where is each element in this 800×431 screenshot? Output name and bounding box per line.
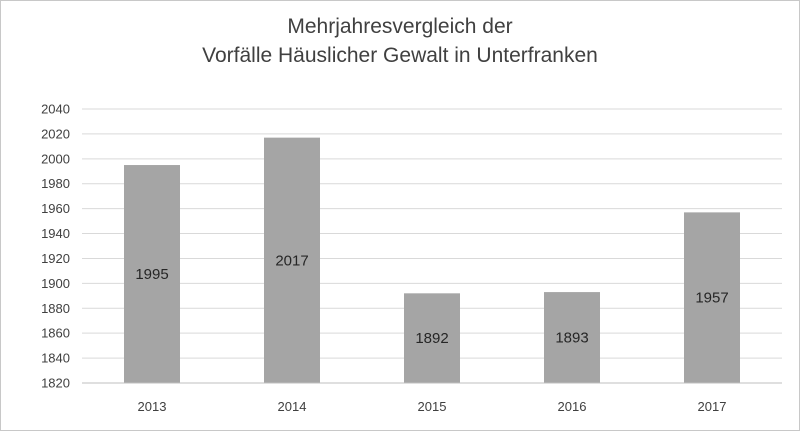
- chart-title-line-1: Mehrjahresvergleich der: [287, 15, 513, 38]
- bar-2016: [544, 292, 600, 383]
- y-tick-label: 1860: [41, 326, 70, 341]
- x-tick-label: 2016: [558, 399, 587, 414]
- data-label: 1995: [135, 266, 168, 283]
- y-tick-label: 1900: [41, 276, 70, 291]
- bars: [124, 137, 740, 383]
- x-tick-label: 2013: [138, 399, 167, 414]
- y-tick-label: 1980: [41, 176, 70, 191]
- y-tick-label: 2040: [41, 102, 70, 117]
- y-tick-label: 1840: [41, 351, 70, 366]
- bar-2013: [124, 165, 180, 383]
- data-labels: 1995 2017 1892 1893 1957: [135, 252, 728, 347]
- bar-2014: [264, 137, 320, 383]
- x-tick-label: 2017: [698, 399, 727, 414]
- x-axis-ticks: 2013 2014 2015 2016 2017: [138, 399, 727, 414]
- bar-2015: [404, 293, 460, 383]
- data-label: 1893: [555, 330, 588, 347]
- data-label: 1892: [415, 330, 448, 347]
- y-axis-ticks: 1820 1840 1860 1880 1900 1920 1940 1960 1980 2000…: [41, 102, 70, 391]
- y-tick-label: 2000: [41, 151, 70, 166]
- chart-title-line-2: Vorfälle Häuslicher Gewalt in Unterfrank…: [202, 44, 598, 67]
- y-tick-label: 1820: [41, 376, 70, 391]
- chart-title: Mehrjahresvergleich der Vorfälle Häuslic…: [0, 12, 800, 70]
- y-tick-label: 2020: [41, 126, 70, 141]
- y-tick-label: 1940: [41, 226, 70, 241]
- bar-2017: [684, 212, 740, 383]
- x-tick-label: 2014: [278, 399, 307, 414]
- data-label: 2017: [275, 252, 308, 269]
- y-tick-label: 1960: [41, 201, 70, 216]
- x-tick-label: 2015: [418, 399, 447, 414]
- data-label: 1957: [695, 290, 728, 307]
- y-tick-label: 1920: [41, 251, 70, 266]
- y-tick-label: 1880: [41, 301, 70, 316]
